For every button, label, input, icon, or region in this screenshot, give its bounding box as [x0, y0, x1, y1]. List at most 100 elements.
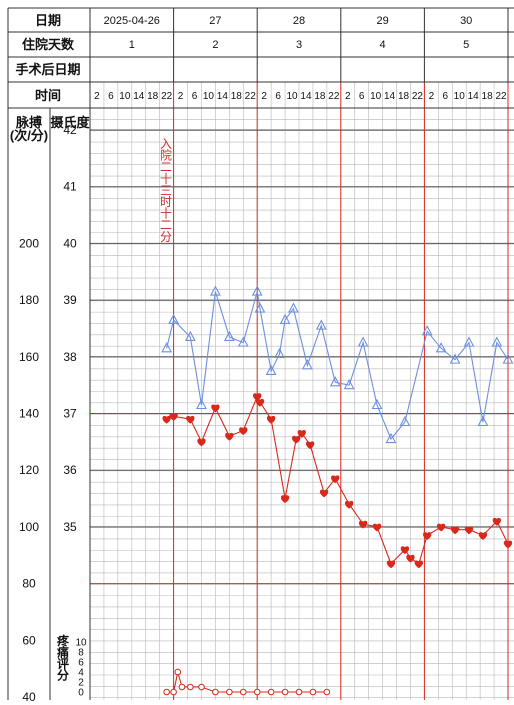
temperature-axis-title: 摄氏度: [50, 115, 90, 130]
temperature-tick-label: 41: [63, 180, 77, 194]
pulse-point: [197, 438, 206, 447]
header-date: 30: [460, 15, 472, 27]
pulse-tick-label: 100: [19, 520, 39, 534]
pain-point: [281, 688, 289, 696]
temperature-point: [449, 353, 461, 364]
header-date: 28: [293, 15, 305, 27]
header-hour: 18: [147, 91, 159, 102]
temperature-point: [399, 415, 411, 427]
temperature-tick-label: 36: [63, 463, 77, 477]
temperature-point: [254, 302, 266, 313]
grid-lines: [7, 7, 514, 700]
pulse-point: [297, 430, 306, 438]
header-hospital-day: 2: [212, 39, 218, 51]
admission-char: 分: [160, 230, 172, 244]
pain-point: [239, 688, 247, 696]
temperature-tick-label: 35: [63, 520, 77, 534]
pulse-point: [186, 415, 195, 424]
header-hospital-day: 4: [380, 39, 386, 51]
data-series: [161, 285, 514, 696]
pain-tick-label: 4: [78, 668, 84, 679]
pulse-point: [162, 415, 171, 424]
header-hour: 18: [314, 91, 326, 102]
header-hour: 2: [429, 91, 435, 102]
pulse-tick-label: 160: [19, 350, 39, 364]
pulse-point: [386, 560, 396, 569]
pulse-point: [450, 526, 460, 535]
header-hospital-day: 3: [296, 39, 302, 51]
header-hospital-day: 1: [129, 39, 135, 51]
header-hour: 10: [286, 91, 298, 102]
header-hour: 10: [370, 91, 382, 102]
temperature-point: [315, 319, 327, 330]
admission-char: 入: [160, 137, 172, 151]
pulse-tick-label: 60: [22, 633, 36, 647]
temperature-point: [288, 302, 299, 313]
pulse-point: [253, 393, 262, 401]
pulse-tick-label: 140: [19, 407, 39, 421]
temperature-point: [274, 347, 285, 359]
pulse-point: [211, 404, 220, 413]
pulse-tick-label: 200: [19, 236, 39, 250]
header-hour: 18: [231, 91, 243, 102]
pulse-point: [169, 413, 178, 421]
temperature-point: [279, 313, 291, 324]
pulse-point: [464, 526, 474, 535]
admission-char: 院: [160, 149, 172, 163]
pulse-point: [319, 489, 329, 498]
header-hour: 14: [133, 91, 145, 102]
pulse-tick-label: 40: [22, 690, 36, 704]
temperature-point: [209, 285, 221, 296]
temperature-point: [435, 342, 447, 353]
admission-char: 十: [160, 172, 172, 186]
temperature-point: [184, 330, 196, 342]
admission-char: 二: [160, 218, 172, 232]
temperature-point: [343, 378, 355, 390]
temperature-series: [161, 285, 514, 444]
header-hour: 14: [468, 91, 480, 102]
pulse-point: [436, 523, 446, 532]
header-date: 2025-04-26: [104, 15, 160, 27]
header-hour: 22: [328, 91, 340, 102]
pain-point: [174, 668, 182, 676]
header-hour: 10: [119, 91, 131, 102]
pulse-axis-unit: (次/分): [10, 128, 48, 143]
pain-point: [198, 683, 205, 691]
pulse-point: [478, 532, 488, 540]
header-hour: 10: [203, 91, 215, 102]
pulse-axis-title: 脉搏: [15, 115, 42, 130]
pain-score-title-char: 分: [57, 668, 69, 683]
header-hour: 10: [454, 91, 466, 102]
temperature-point: [463, 336, 475, 347]
pain-tick-label: 8: [78, 648, 84, 659]
pain-point: [170, 688, 177, 696]
header-hour: 2: [94, 91, 100, 102]
temperature-point: [265, 364, 277, 376]
pain-score-title-char: 疼: [57, 633, 70, 648]
pain-point: [212, 688, 219, 696]
header-hour: 6: [359, 91, 365, 102]
header-hour: 2: [261, 91, 267, 102]
pulse-point: [345, 500, 354, 509]
pulse-point: [400, 546, 410, 555]
pulse-point: [305, 441, 315, 450]
temperature-tick-label: 42: [63, 123, 77, 137]
temperature-point: [168, 313, 180, 324]
pain-point: [295, 688, 303, 696]
admission-char: 时: [160, 195, 172, 209]
admission-char: 二: [160, 160, 172, 174]
pulse-point: [292, 435, 301, 444]
temperature-point: [385, 432, 397, 444]
pain-point: [163, 688, 170, 696]
temperature-point: [237, 336, 249, 347]
temperature-tick-label: 40: [63, 236, 77, 250]
header-hour: 22: [412, 91, 424, 102]
header-row-label: 时间: [35, 88, 61, 103]
header-row-label: 住院天数: [22, 37, 75, 52]
pain-tick-label: 10: [75, 638, 87, 649]
temperature-point: [357, 336, 369, 347]
pulse-point: [358, 520, 368, 529]
header-hour: 2: [178, 91, 184, 102]
